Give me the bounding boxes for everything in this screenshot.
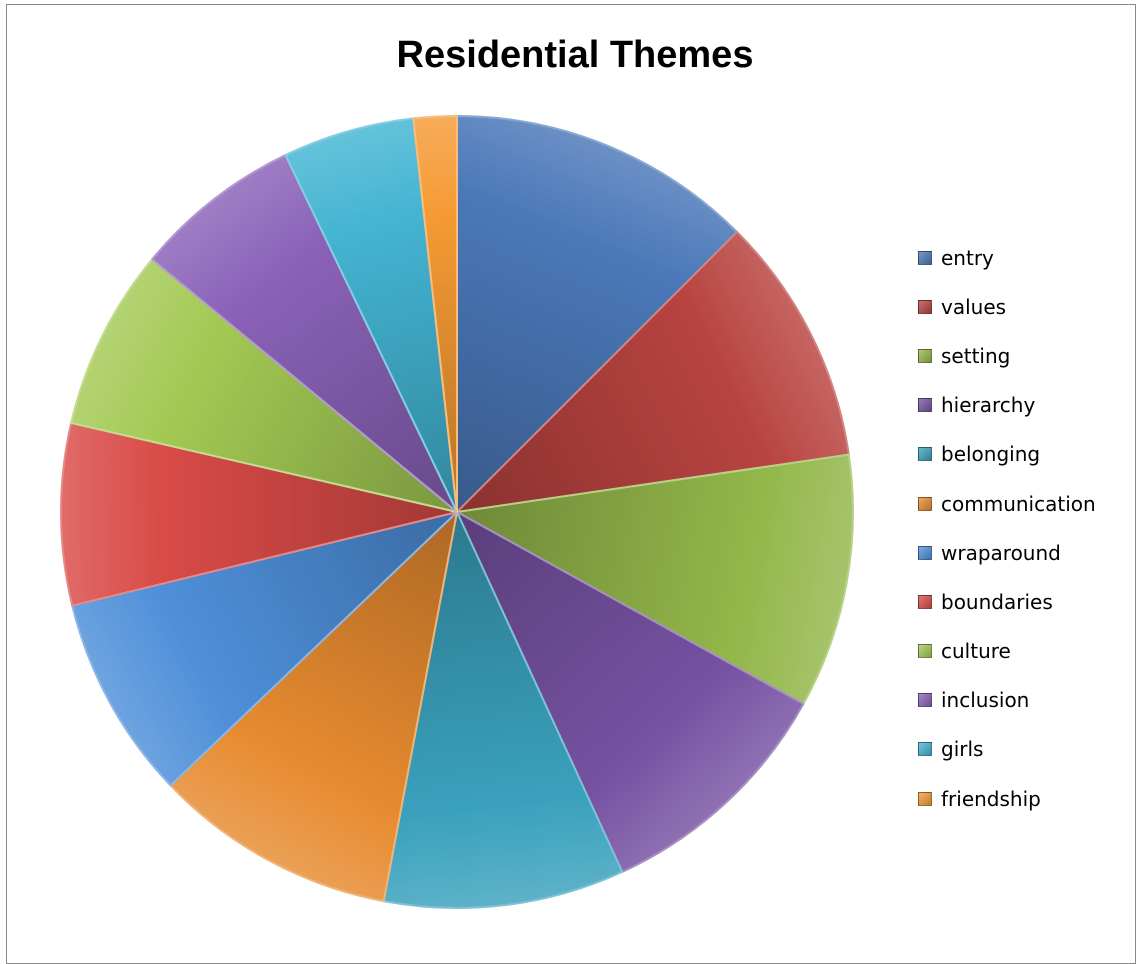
legend-label: inclusion — [941, 688, 1030, 713]
pie-slice-friendship — [412, 115, 458, 513]
pie-slice-culture — [70, 258, 458, 513]
legend-swatch — [918, 545, 932, 560]
legend-item-wraparound: wraparound — [918, 528, 1096, 577]
legend-swatch — [918, 693, 932, 708]
legend-label: values — [941, 294, 1007, 319]
legend-item-hierarchy: hierarchy — [918, 381, 1096, 430]
legend-label: boundaries — [941, 589, 1053, 614]
pie-slice-inclusion — [151, 154, 458, 513]
legend-item-values: values — [918, 282, 1096, 331]
chart-title: Residential Themes — [396, 34, 754, 76]
pie-slice-boundaries — [60, 421, 458, 607]
legend-item-entry: entry — [918, 233, 1096, 282]
legend-label: entry — [941, 245, 994, 270]
legend-swatch — [918, 644, 932, 659]
legend-swatch — [918, 348, 932, 363]
pie-slice-entry — [456, 115, 739, 513]
legend-label: communication — [941, 491, 1096, 516]
legend-label: hierarchy — [941, 393, 1036, 418]
legend-item-friendship: friendship — [918, 774, 1096, 823]
legend-item-boundaries: boundaries — [918, 577, 1096, 626]
pie-slice-communication — [169, 511, 458, 903]
legend-label: belonging — [941, 442, 1041, 467]
legend: entry values setting hierarchy belonging comm… — [918, 233, 1096, 823]
legend-item-setting: setting — [918, 331, 1096, 380]
legend-label: culture — [941, 639, 1011, 664]
pie-slice-values — [456, 230, 850, 513]
pie-slice-belonging — [382, 511, 624, 909]
legend-swatch — [918, 496, 932, 511]
legend-item-girls: girls — [918, 725, 1096, 774]
legend-item-belonging: belonging — [918, 430, 1096, 479]
legend-item-culture: culture — [918, 627, 1096, 676]
legend-label: friendship — [941, 786, 1041, 811]
legend-item-inclusion: inclusion — [918, 676, 1096, 725]
legend-item-communication: communication — [918, 479, 1096, 528]
pie-slice-girls — [284, 117, 458, 513]
legend-swatch — [918, 299, 932, 314]
pie-slice-hierarchy — [456, 511, 805, 873]
legend-swatch — [918, 594, 932, 609]
legend-swatch — [918, 398, 932, 413]
legend-label: wraparound — [941, 540, 1061, 565]
legend-label: setting — [941, 343, 1011, 368]
legend-label: girls — [941, 737, 984, 762]
legend-swatch — [918, 250, 932, 265]
pie-slice-wraparound — [71, 511, 458, 787]
legend-swatch — [918, 447, 932, 462]
pie-slice-setting — [456, 453, 854, 705]
legend-swatch — [918, 742, 932, 757]
legend-swatch — [918, 791, 932, 806]
pie-chart — [60, 115, 854, 909]
